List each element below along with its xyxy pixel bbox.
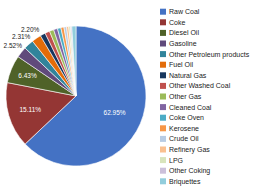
slice — [72, 26, 76, 96]
legend-label: Coke Oven — [169, 114, 204, 121]
legend-label: Cleaned Coal — [169, 104, 212, 111]
legend-swatch — [160, 83, 166, 89]
data-label: 2.20% — [21, 26, 40, 33]
legend-label: Other Gas — [169, 93, 202, 100]
legend-label: Gasoline — [169, 40, 197, 47]
legend-swatch — [160, 9, 166, 15]
legend-swatch — [160, 125, 166, 131]
legend-label: Other Petroleum products — [169, 51, 250, 59]
legend-label: Fuel Oil — [169, 61, 194, 68]
slice — [69, 26, 76, 96]
legend-label: Coke — [169, 19, 185, 26]
legend-swatch — [160, 168, 166, 174]
slices — [6, 26, 146, 166]
legend-swatch — [160, 94, 166, 100]
legend-label: Raw Coal — [169, 8, 200, 15]
legend-label: Kerosene — [169, 125, 199, 132]
data-labels: 62.95% 15.11% 6.43% 2.52% 2.31%2.20% — [4, 26, 126, 116]
legend-label: Other Coking — [169, 167, 210, 175]
data-label: 62.95% — [104, 109, 126, 116]
legend-swatch — [160, 104, 166, 110]
legend-swatch — [160, 147, 166, 153]
slice — [70, 26, 76, 96]
legend-label: Other Washed Coal — [169, 82, 231, 89]
legend-swatch — [160, 30, 166, 36]
legend-swatch — [160, 178, 166, 184]
legend-swatch — [160, 62, 166, 68]
legend-swatch — [160, 51, 166, 57]
legend-label: Crude Oil — [169, 135, 199, 142]
legend-label: Refinery Gas — [169, 146, 210, 154]
data-label: 6.43% — [18, 72, 37, 79]
data-label: 2.31% — [12, 33, 31, 40]
legend-label: Natural Gas — [169, 72, 207, 79]
legend-label: Briquettes — [169, 178, 201, 186]
slice — [64, 27, 76, 96]
legend-swatch — [160, 157, 166, 163]
data-label: 15.11% — [19, 106, 41, 113]
legend-swatch — [160, 19, 166, 25]
legend-label: Diesel Oil — [169, 29, 199, 36]
data-label: 2.52% — [4, 42, 23, 49]
legend-swatch — [160, 115, 166, 121]
legend-swatch — [160, 41, 166, 47]
chart: 62.95% 15.11% 6.43% 2.52% 2.31%2.20% Raw Coal… — [0, 0, 261, 193]
legend-label: LPG — [169, 157, 183, 164]
legend: Raw Coal Coke Diesel Oil Gasoline Other Petr… — [160, 8, 250, 186]
legend-swatch — [160, 72, 166, 78]
legend-swatch — [160, 136, 166, 142]
slice — [66, 26, 76, 96]
